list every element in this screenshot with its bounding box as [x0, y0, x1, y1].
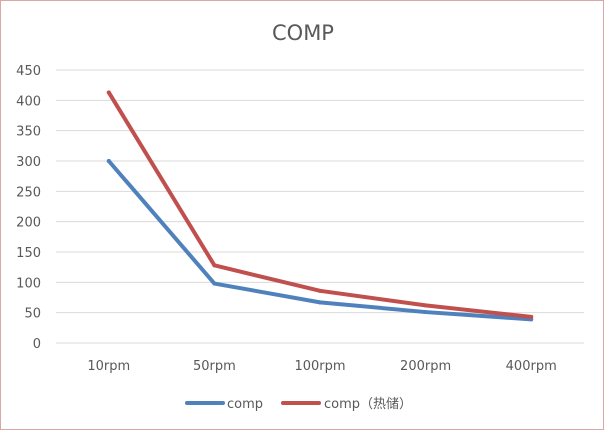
y-tick-label: 450	[16, 64, 41, 79]
data-point	[529, 314, 534, 319]
y-tick-label: 100	[16, 276, 41, 291]
data-point	[318, 288, 322, 293]
data-point	[106, 90, 111, 95]
legend-label: comp（热储）	[324, 397, 412, 412]
chart-title: COMP	[272, 21, 334, 45]
data-point	[106, 159, 111, 163]
y-tick-label: 150	[16, 246, 41, 261]
y-axis-ticks: 0 50 100 150 200 250 300 350 400 450	[16, 64, 41, 352]
y-tick-label: 50	[24, 307, 41, 322]
y-tick-label: 350	[16, 125, 41, 140]
x-tick-label: 200rpm	[400, 359, 451, 374]
x-tick-label: 100rpm	[294, 359, 345, 374]
x-tick-label: 10rpm	[87, 359, 130, 374]
y-tick-label: 400	[16, 94, 41, 109]
x-axis-ticks: 10rpm 50rpm 100rpm 200rpm 400rpm	[87, 359, 556, 374]
y-tick-label: 300	[16, 155, 41, 170]
x-tick-label: 50rpm	[193, 359, 236, 374]
series-line-comp	[106, 159, 534, 322]
y-tick-label: 250	[16, 185, 41, 200]
data-point	[212, 263, 217, 268]
series-line-comp-heat-storage	[106, 90, 534, 319]
legend-label: comp	[227, 397, 263, 412]
data-point	[212, 281, 217, 286]
series-lines	[106, 90, 534, 322]
x-tick-label: 400rpm	[506, 359, 557, 374]
legend: comp comp（热储）	[185, 397, 412, 412]
data-point	[423, 310, 428, 315]
gridlines	[56, 69, 584, 344]
y-tick-label: 200	[16, 216, 41, 231]
y-tick-label: 0	[33, 337, 41, 352]
data-point	[423, 303, 428, 308]
data-point	[318, 300, 322, 305]
